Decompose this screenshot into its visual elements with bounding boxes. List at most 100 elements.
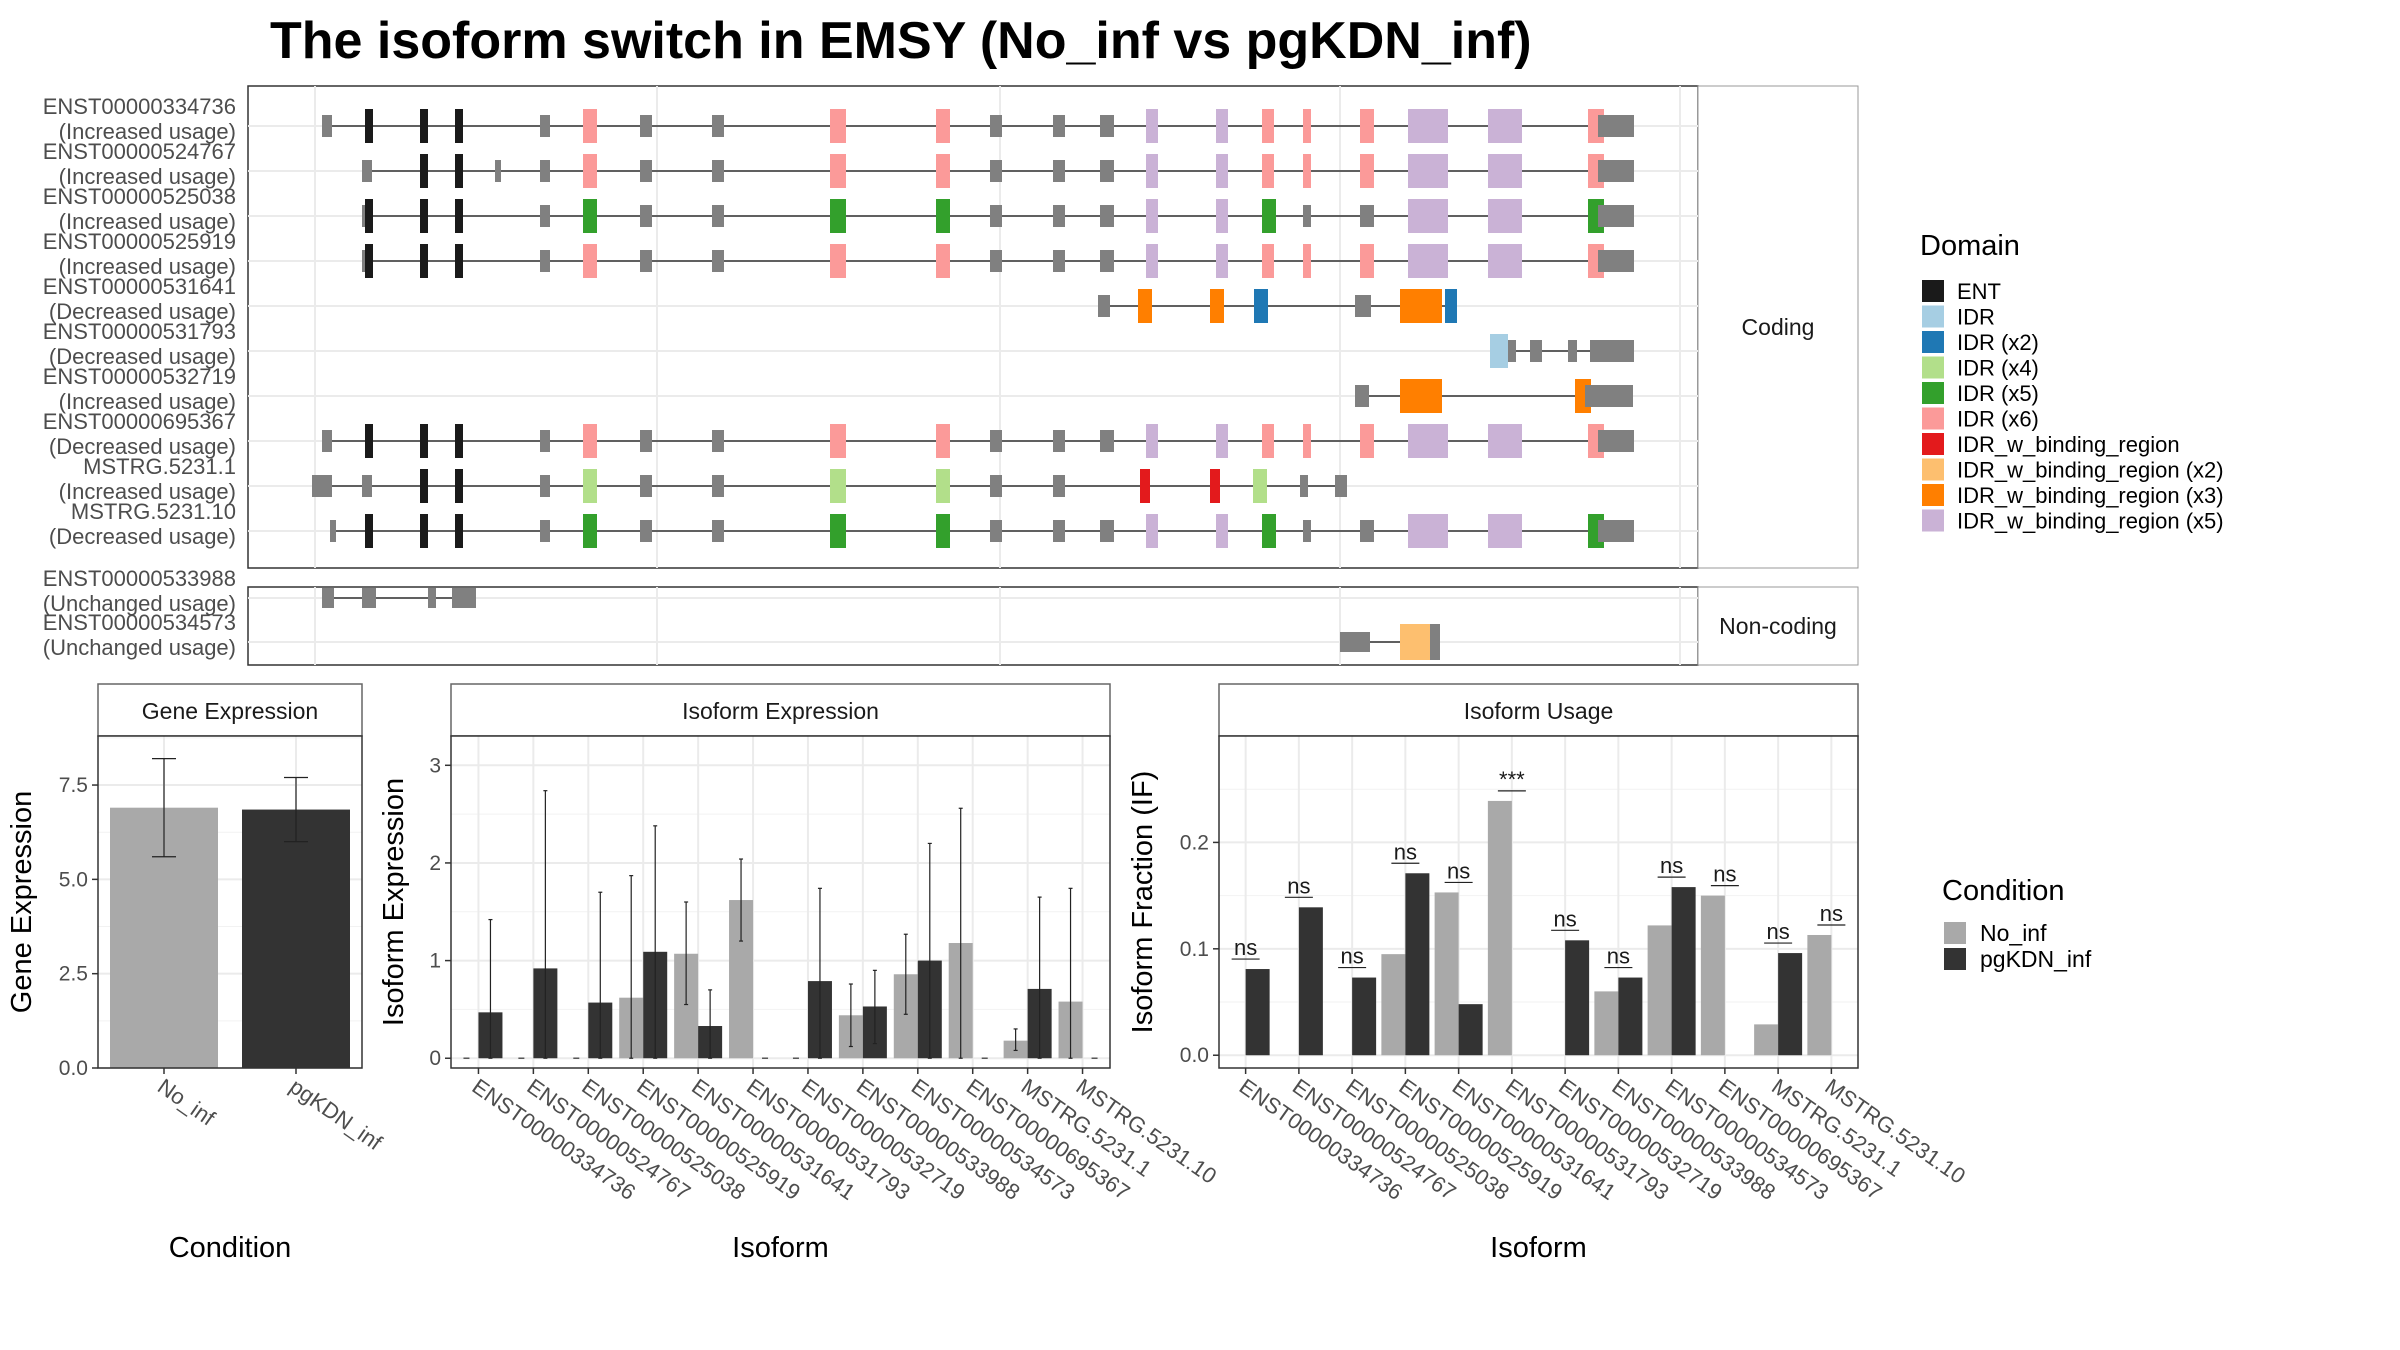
y-tick-label: 0.0 (1180, 1044, 1209, 1067)
significance-label: ns (1447, 858, 1470, 883)
condition-legend-label: pgKDN_inf (1980, 946, 2092, 972)
gene-expression-panel: Gene Expression 0.0 2.5 5.0 7.5 No_inf pgKDN_i… (6, 683, 387, 1264)
exon-utr (1430, 624, 1440, 660)
exon-domain (1216, 109, 1228, 143)
exon-domain (365, 514, 373, 548)
exon-utr (1598, 520, 1634, 542)
y-tick-label: 3 (429, 754, 441, 777)
exon-utr (322, 115, 332, 137)
x-axis-title: Isoform (1490, 1232, 1587, 1264)
domain-legend-swatch (1922, 280, 1944, 302)
exon-domain (420, 469, 428, 503)
panel-title: Isoform Usage (1464, 698, 1614, 724)
domain-legend-swatch (1922, 407, 1944, 430)
exon-utr (1053, 475, 1065, 497)
exon-domain (455, 244, 463, 278)
exon-utr (1053, 115, 1065, 137)
significance-label: ns (1394, 839, 1417, 864)
bar (1778, 953, 1803, 1056)
bar (1405, 873, 1430, 1056)
exon-domain (1400, 624, 1430, 660)
transcript-id-label: ENST00000532719 (43, 364, 236, 389)
domain-legend-label: IDR (1957, 305, 1995, 330)
exon-utr (640, 430, 652, 452)
noncoding-strip-label: Non-coding (1719, 613, 1837, 639)
exon-utr (1360, 520, 1374, 542)
transcript-usage-label: (Decreased usage) (49, 434, 236, 459)
bar (1434, 892, 1459, 1056)
exon-domain (830, 199, 846, 233)
bar (1487, 800, 1512, 1056)
exon-domain (1146, 244, 1158, 278)
exon-domain (1146, 514, 1158, 548)
bar (1458, 1004, 1483, 1056)
condition-legend-label: No_inf (1980, 920, 2047, 946)
exon-domain (365, 199, 373, 233)
exon-utr (428, 588, 436, 608)
transcript-usage-label: (Increased usage) (59, 479, 236, 504)
isoform-usage-panel: Isoform Usage ns ns ns ns ns *** ns ns ns ns ns ns 0.… (1127, 683, 1970, 1264)
plot-area (1219, 736, 1858, 1068)
exon-domain (1488, 154, 1522, 188)
exon-utr (1575, 340, 1577, 362)
exon-utr (640, 115, 652, 137)
exon-domain (1216, 199, 1228, 233)
exon-utr (1598, 205, 1634, 227)
exon-utr (1100, 430, 1114, 452)
exon-utr (712, 250, 724, 272)
exon-utr (1100, 250, 1114, 272)
exon-utr (1100, 520, 1114, 542)
x-axis-title: Condition (169, 1232, 292, 1264)
transcript-usage-label: (Decreased usage) (49, 299, 236, 324)
domain-legend-label: IDR (x2) (1957, 330, 2039, 355)
transcript-1 (322, 109, 1634, 143)
bar (1754, 1024, 1779, 1056)
significance-label: ns (1660, 853, 1683, 878)
exon-utr (990, 430, 1002, 452)
exon-domain (1408, 109, 1448, 143)
bar (1298, 907, 1323, 1056)
exon-domain (1488, 244, 1522, 278)
exon-domain (455, 514, 463, 548)
exon-domain (1262, 154, 1274, 188)
exon-domain (1216, 424, 1228, 458)
condition-legend-swatch (1944, 948, 1966, 970)
exon-utr (312, 475, 332, 497)
transcript-10 (330, 514, 1634, 548)
exon-utr (1598, 430, 1634, 452)
condition-legend-title: Condition (1942, 875, 2065, 907)
exon-domain (455, 424, 463, 458)
significance-label: ns (1234, 935, 1257, 960)
exon-utr (540, 250, 550, 272)
exon-domain (1140, 469, 1150, 503)
transcript-id-label: ENST00000531641 (43, 274, 236, 299)
domain-legend-label: IDR_w_binding_region (x5) (1957, 509, 2224, 534)
domain-legend-swatch (1922, 331, 1944, 353)
exon-domain (936, 109, 950, 143)
isoform-structure-panel: CodingNon-codingENST00000334736(Increase… (43, 85, 1859, 666)
exon-domain (1360, 109, 1374, 143)
exon-domain (830, 244, 846, 278)
exon-utr (1053, 205, 1065, 227)
exon-domain (936, 244, 950, 278)
exon-domain (1262, 424, 1274, 458)
exon-domain (1210, 469, 1220, 503)
x-axis-title: Isoform (732, 1232, 829, 1264)
bar (1381, 954, 1406, 1056)
domain-legend-title: Domain (1920, 230, 2020, 262)
exon-domain (1254, 289, 1268, 323)
y-axis-title: Gene Expression (6, 791, 38, 1013)
transcript-id-label: ENST00000525038 (43, 184, 236, 209)
bar (1352, 977, 1377, 1056)
transcript-6 (1490, 334, 1634, 368)
exon-domain (936, 154, 950, 188)
exon-utr (540, 520, 550, 542)
exon-utr (1598, 115, 1634, 137)
domain-legend-label: IDR_w_binding_region (x2) (1957, 458, 2224, 483)
y-tick-label: 2.5 (59, 963, 88, 986)
exon-utr (330, 520, 336, 542)
y-tick-label: 1 (429, 950, 441, 973)
exon-domain (1146, 109, 1158, 143)
panel-strip (1218, 683, 1859, 737)
domain-legend-label: IDR_w_binding_region (x3) (1957, 483, 2224, 508)
